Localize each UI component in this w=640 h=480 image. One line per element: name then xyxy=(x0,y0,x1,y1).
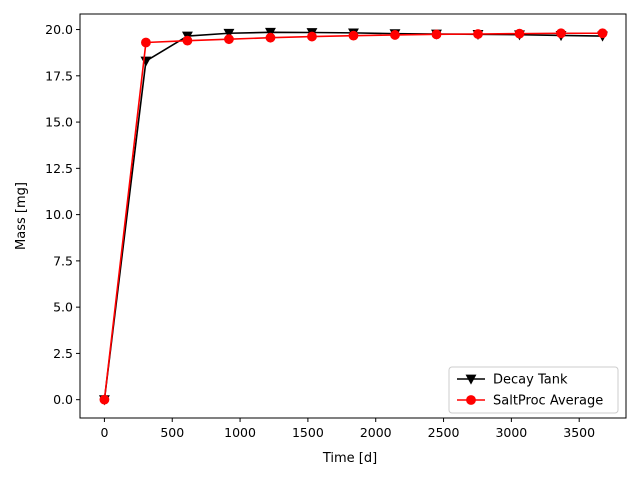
legend-marker xyxy=(465,374,477,385)
axes-layer: 0 500 1000 1500 2000 2500 3000 3500 0.0 2.5 5.0 7.5… xyxy=(45,13,627,440)
data-point xyxy=(597,28,608,39)
y-tick-label: 15.0 xyxy=(45,115,73,130)
x-tick-label: 2000 xyxy=(360,425,392,440)
x-tick-label: 500 xyxy=(160,425,184,440)
y-tick-label: 12.5 xyxy=(45,161,73,176)
series-2 xyxy=(99,28,608,405)
data-point xyxy=(224,34,234,45)
legend-label: Decay Tank xyxy=(493,373,568,388)
data-point xyxy=(348,30,359,41)
y-tick-label: 0.0 xyxy=(53,392,73,407)
plot-area xyxy=(80,14,626,418)
x-tick-label: 0 xyxy=(100,425,108,440)
data-point xyxy=(265,32,276,43)
x-tick-label: 1000 xyxy=(224,425,256,440)
data-point xyxy=(99,394,110,405)
x-tick-label: 3000 xyxy=(495,425,527,440)
data-point xyxy=(390,30,400,40)
data-point xyxy=(182,35,193,46)
data-point xyxy=(223,28,235,39)
legend-marker xyxy=(466,395,476,405)
y-tick-label: 10.0 xyxy=(45,207,73,222)
x-tick-label: 3500 xyxy=(563,425,595,440)
y-tick-label: 7.5 xyxy=(53,253,73,268)
legend: Decay Tank SaltProc Average xyxy=(448,366,619,414)
legend-frame xyxy=(448,366,619,414)
data-point xyxy=(473,29,483,39)
data-point xyxy=(431,29,442,40)
x-tick-label: 1500 xyxy=(292,425,324,440)
y-tick-label: 2.5 xyxy=(53,346,73,361)
data-point xyxy=(514,28,525,39)
axes-frame xyxy=(79,13,627,419)
data-point xyxy=(307,31,317,42)
data-point xyxy=(141,37,151,48)
legend-entry: SaltProc Average xyxy=(457,394,603,409)
legend-label: SaltProc Average xyxy=(493,394,603,409)
y-tick-label: 20.0 xyxy=(45,22,73,37)
x-tick-label: 2500 xyxy=(428,425,460,440)
y-tick-label: 17.5 xyxy=(45,68,73,83)
legend-entry: Decay Tank xyxy=(457,373,568,388)
data-point xyxy=(556,28,566,39)
y-tick-label: 5.0 xyxy=(53,300,73,315)
x-axis-label: Time [d] xyxy=(322,451,377,466)
series-layer xyxy=(98,27,608,406)
data-point xyxy=(265,27,276,38)
y-axis-label: Mass [mg] xyxy=(14,182,29,250)
